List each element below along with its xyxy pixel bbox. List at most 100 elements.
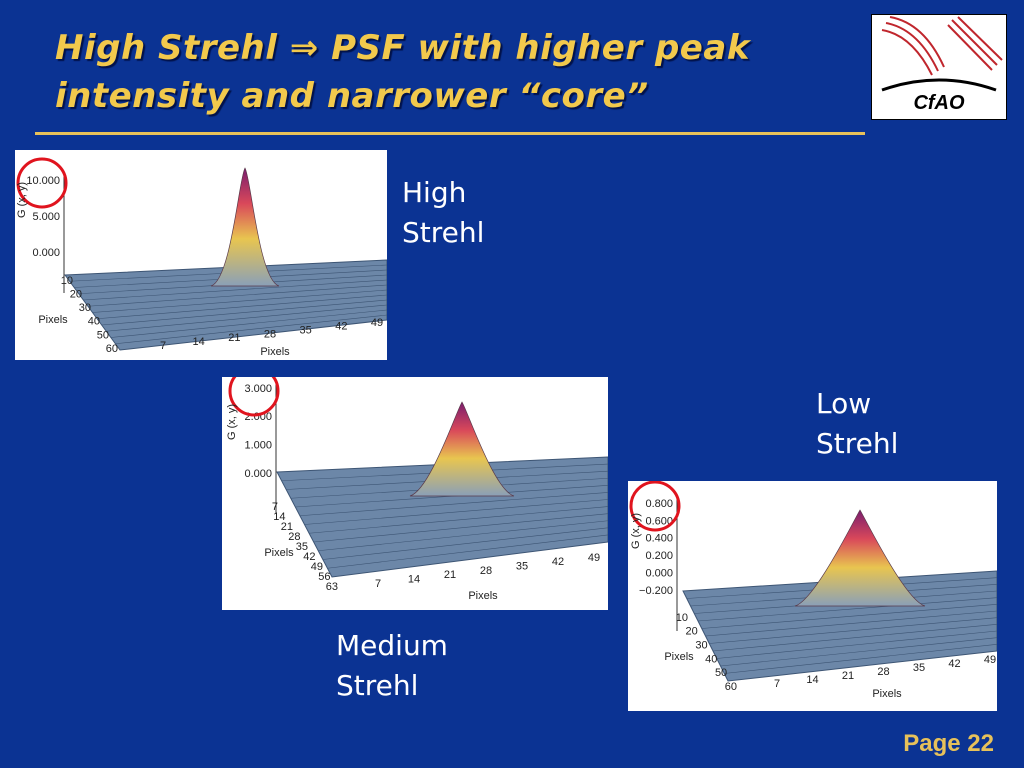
width-axis-label: Pixels: [872, 688, 902, 700]
depth-tick-label: 20: [686, 626, 698, 638]
width-tick-label: 21: [842, 670, 854, 682]
width-tick-label: 14: [408, 574, 420, 586]
width-tick-label: 49: [588, 552, 600, 564]
depth-tick-label: 10: [61, 275, 73, 287]
depth-axis-label: Pixels: [264, 547, 294, 559]
depth-tick-label: 7: [272, 501, 278, 513]
width-tick-label: 35: [913, 662, 925, 674]
width-tick-label: 7: [774, 678, 780, 690]
strehl-label: Low Strehl: [816, 384, 898, 464]
width-tick-label: 42: [948, 658, 960, 670]
z-tick-label: 1.000: [244, 440, 272, 452]
mesh-line: [92, 289, 387, 313]
mesh-line: [97, 294, 387, 320]
width-tick-label: 28: [480, 565, 492, 577]
depth-tick-label: 56: [318, 571, 330, 583]
depth-tick-label: 63: [326, 581, 338, 593]
logo-graphic: CfAO: [881, 16, 1003, 114]
depth-tick-label: 60: [725, 681, 737, 693]
psf-peak: [409, 401, 515, 497]
z-tick-label: 0.000: [32, 247, 60, 259]
depth-axis-label: Pixels: [664, 651, 694, 663]
mesh-line: [309, 506, 608, 534]
strehl-label: High Strehl: [402, 173, 484, 253]
width-tick-label: 35: [300, 325, 312, 337]
depth-tick-label: 10: [676, 612, 688, 624]
page-number: Page 22: [903, 730, 994, 757]
mesh-line: [709, 617, 997, 644]
depth-tick-label: 21: [281, 521, 293, 533]
label-line: Strehl: [402, 216, 485, 249]
width-tick-label: 14: [193, 336, 205, 348]
width-tick-label: 7: [375, 578, 381, 590]
depth-tick-label: 40: [705, 653, 717, 665]
depth-tick-label: 50: [715, 667, 727, 679]
psf-peak: [794, 509, 926, 607]
depth-tick-label: 49: [311, 561, 323, 573]
label-line: Low: [816, 387, 872, 420]
strehl-label: Medium Strehl: [336, 626, 448, 706]
mesh-line: [110, 309, 387, 338]
depth-tick-label: 30: [79, 302, 91, 314]
label-line: High: [402, 176, 467, 209]
depth-tick-label: 30: [695, 640, 707, 652]
depth-tick-label: 60: [106, 343, 118, 355]
width-axis-label: Pixels: [260, 346, 290, 358]
width-tick-label: 21: [228, 332, 240, 344]
highlight-circle: [228, 377, 280, 417]
width-tick-label: 42: [552, 556, 564, 568]
width-tick-label: 42: [335, 321, 347, 333]
mesh-line: [318, 520, 608, 552]
logo: CfAO: [871, 14, 1007, 120]
mesh-line: [716, 630, 997, 659]
z-tick-label: 0.400: [645, 533, 673, 545]
mesh-line: [106, 304, 387, 332]
width-tick-label: 7: [160, 340, 166, 352]
z-tick-label: 0.800: [645, 498, 673, 510]
width-axis-label: Pixels: [468, 590, 498, 602]
title-rule: [35, 132, 865, 135]
mesh-line: [299, 492, 608, 517]
mesh-line: [697, 597, 997, 622]
z-tick-label: 3.000: [244, 383, 272, 395]
title-line: High Strehl ⇒ PSF with higher peak: [55, 28, 750, 68]
mesh-line: [720, 637, 997, 667]
width-tick-label: 35: [516, 561, 528, 573]
mesh-line: [724, 644, 997, 674]
depth-tick-label: 20: [70, 289, 82, 301]
z-axis-label: G (x, y): [630, 513, 642, 549]
surface-floor: [276, 456, 608, 578]
mesh-line: [87, 284, 387, 307]
label-line: Strehl: [816, 427, 899, 460]
mesh-line: [313, 513, 608, 543]
logo-text: CfAO: [913, 92, 965, 114]
depth-tick-label: 40: [88, 316, 100, 328]
width-tick-label: 21: [444, 569, 456, 581]
width-tick-label: 49: [371, 317, 383, 329]
mesh-line: [101, 299, 387, 326]
depth-tick-label: 28: [288, 531, 300, 543]
mesh-line: [322, 527, 608, 560]
z-axis-label: G (x, y): [16, 182, 28, 218]
depth-axis-label: Pixels: [38, 314, 68, 326]
z-tick-label: −0.200: [639, 585, 673, 597]
z-tick-label: 0.000: [645, 568, 673, 580]
highlight-circle: [16, 157, 68, 209]
depth-tick-label: 14: [273, 511, 285, 523]
mesh-line: [304, 499, 608, 525]
mesh-line: [705, 610, 997, 637]
depth-tick-label: 42: [303, 551, 315, 563]
mesh-line: [701, 604, 997, 629]
label-line: Medium: [336, 629, 448, 662]
width-tick-label: 49: [984, 654, 996, 666]
psf-plot: 0.800 0.600 0.400 0.200 0.000 −0.200 G (x, y) 1…: [628, 481, 997, 711]
z-tick-label: 0.600: [645, 515, 673, 527]
mesh-line: [327, 534, 608, 569]
depth-tick-label: 35: [296, 541, 308, 553]
z-axis-label: G (x, y): [226, 404, 238, 440]
z-tick-label: 10.000: [26, 175, 60, 187]
z-tick-label: 0.200: [645, 550, 673, 562]
